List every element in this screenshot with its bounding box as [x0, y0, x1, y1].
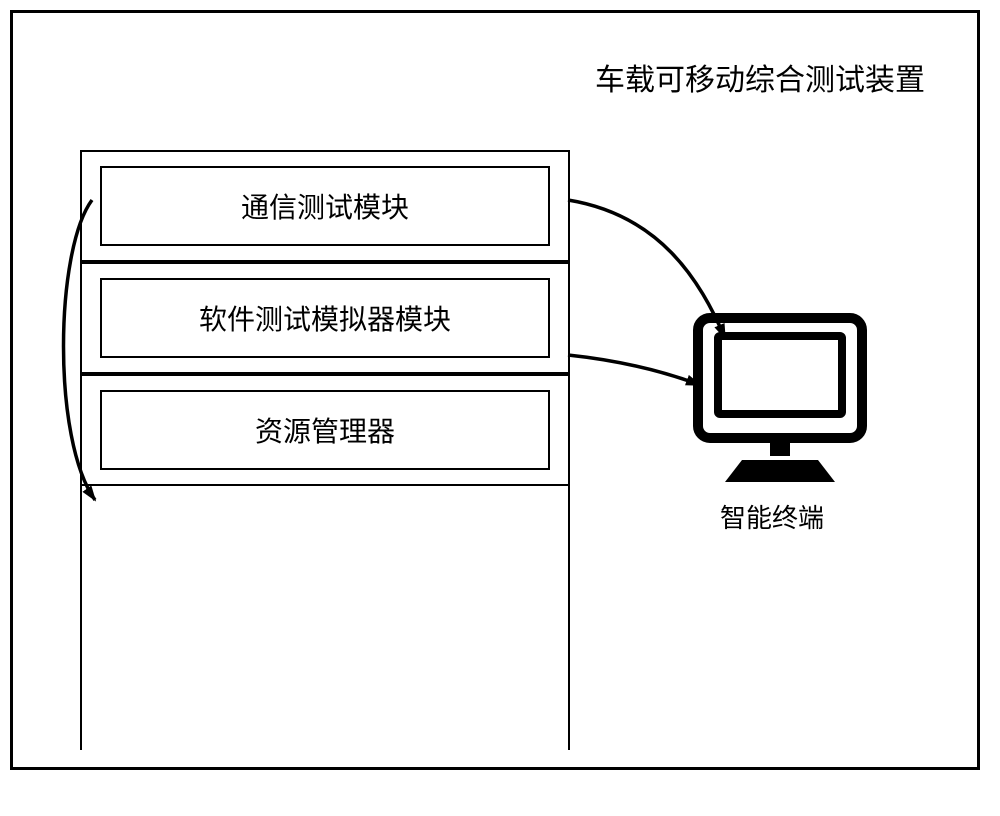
module-res-mgr: 资源管理器 — [100, 390, 550, 470]
module-row: 软件测试模拟器模块 — [82, 262, 568, 374]
terminal-label: 智能终端 — [720, 498, 824, 535]
module-sw-sim: 软件测试模拟器模块 — [100, 278, 550, 358]
module-row: 资源管理器 — [82, 374, 568, 486]
diagram-title: 车载可移动综合测试装置 — [595, 55, 925, 99]
module-comm-test: 通信测试模块 — [100, 166, 550, 246]
terminal-icon — [690, 310, 870, 490]
module-stack: 通信测试模块 软件测试模拟器模块 资源管理器 — [80, 150, 570, 750]
module-row: 通信测试模块 — [82, 150, 568, 262]
